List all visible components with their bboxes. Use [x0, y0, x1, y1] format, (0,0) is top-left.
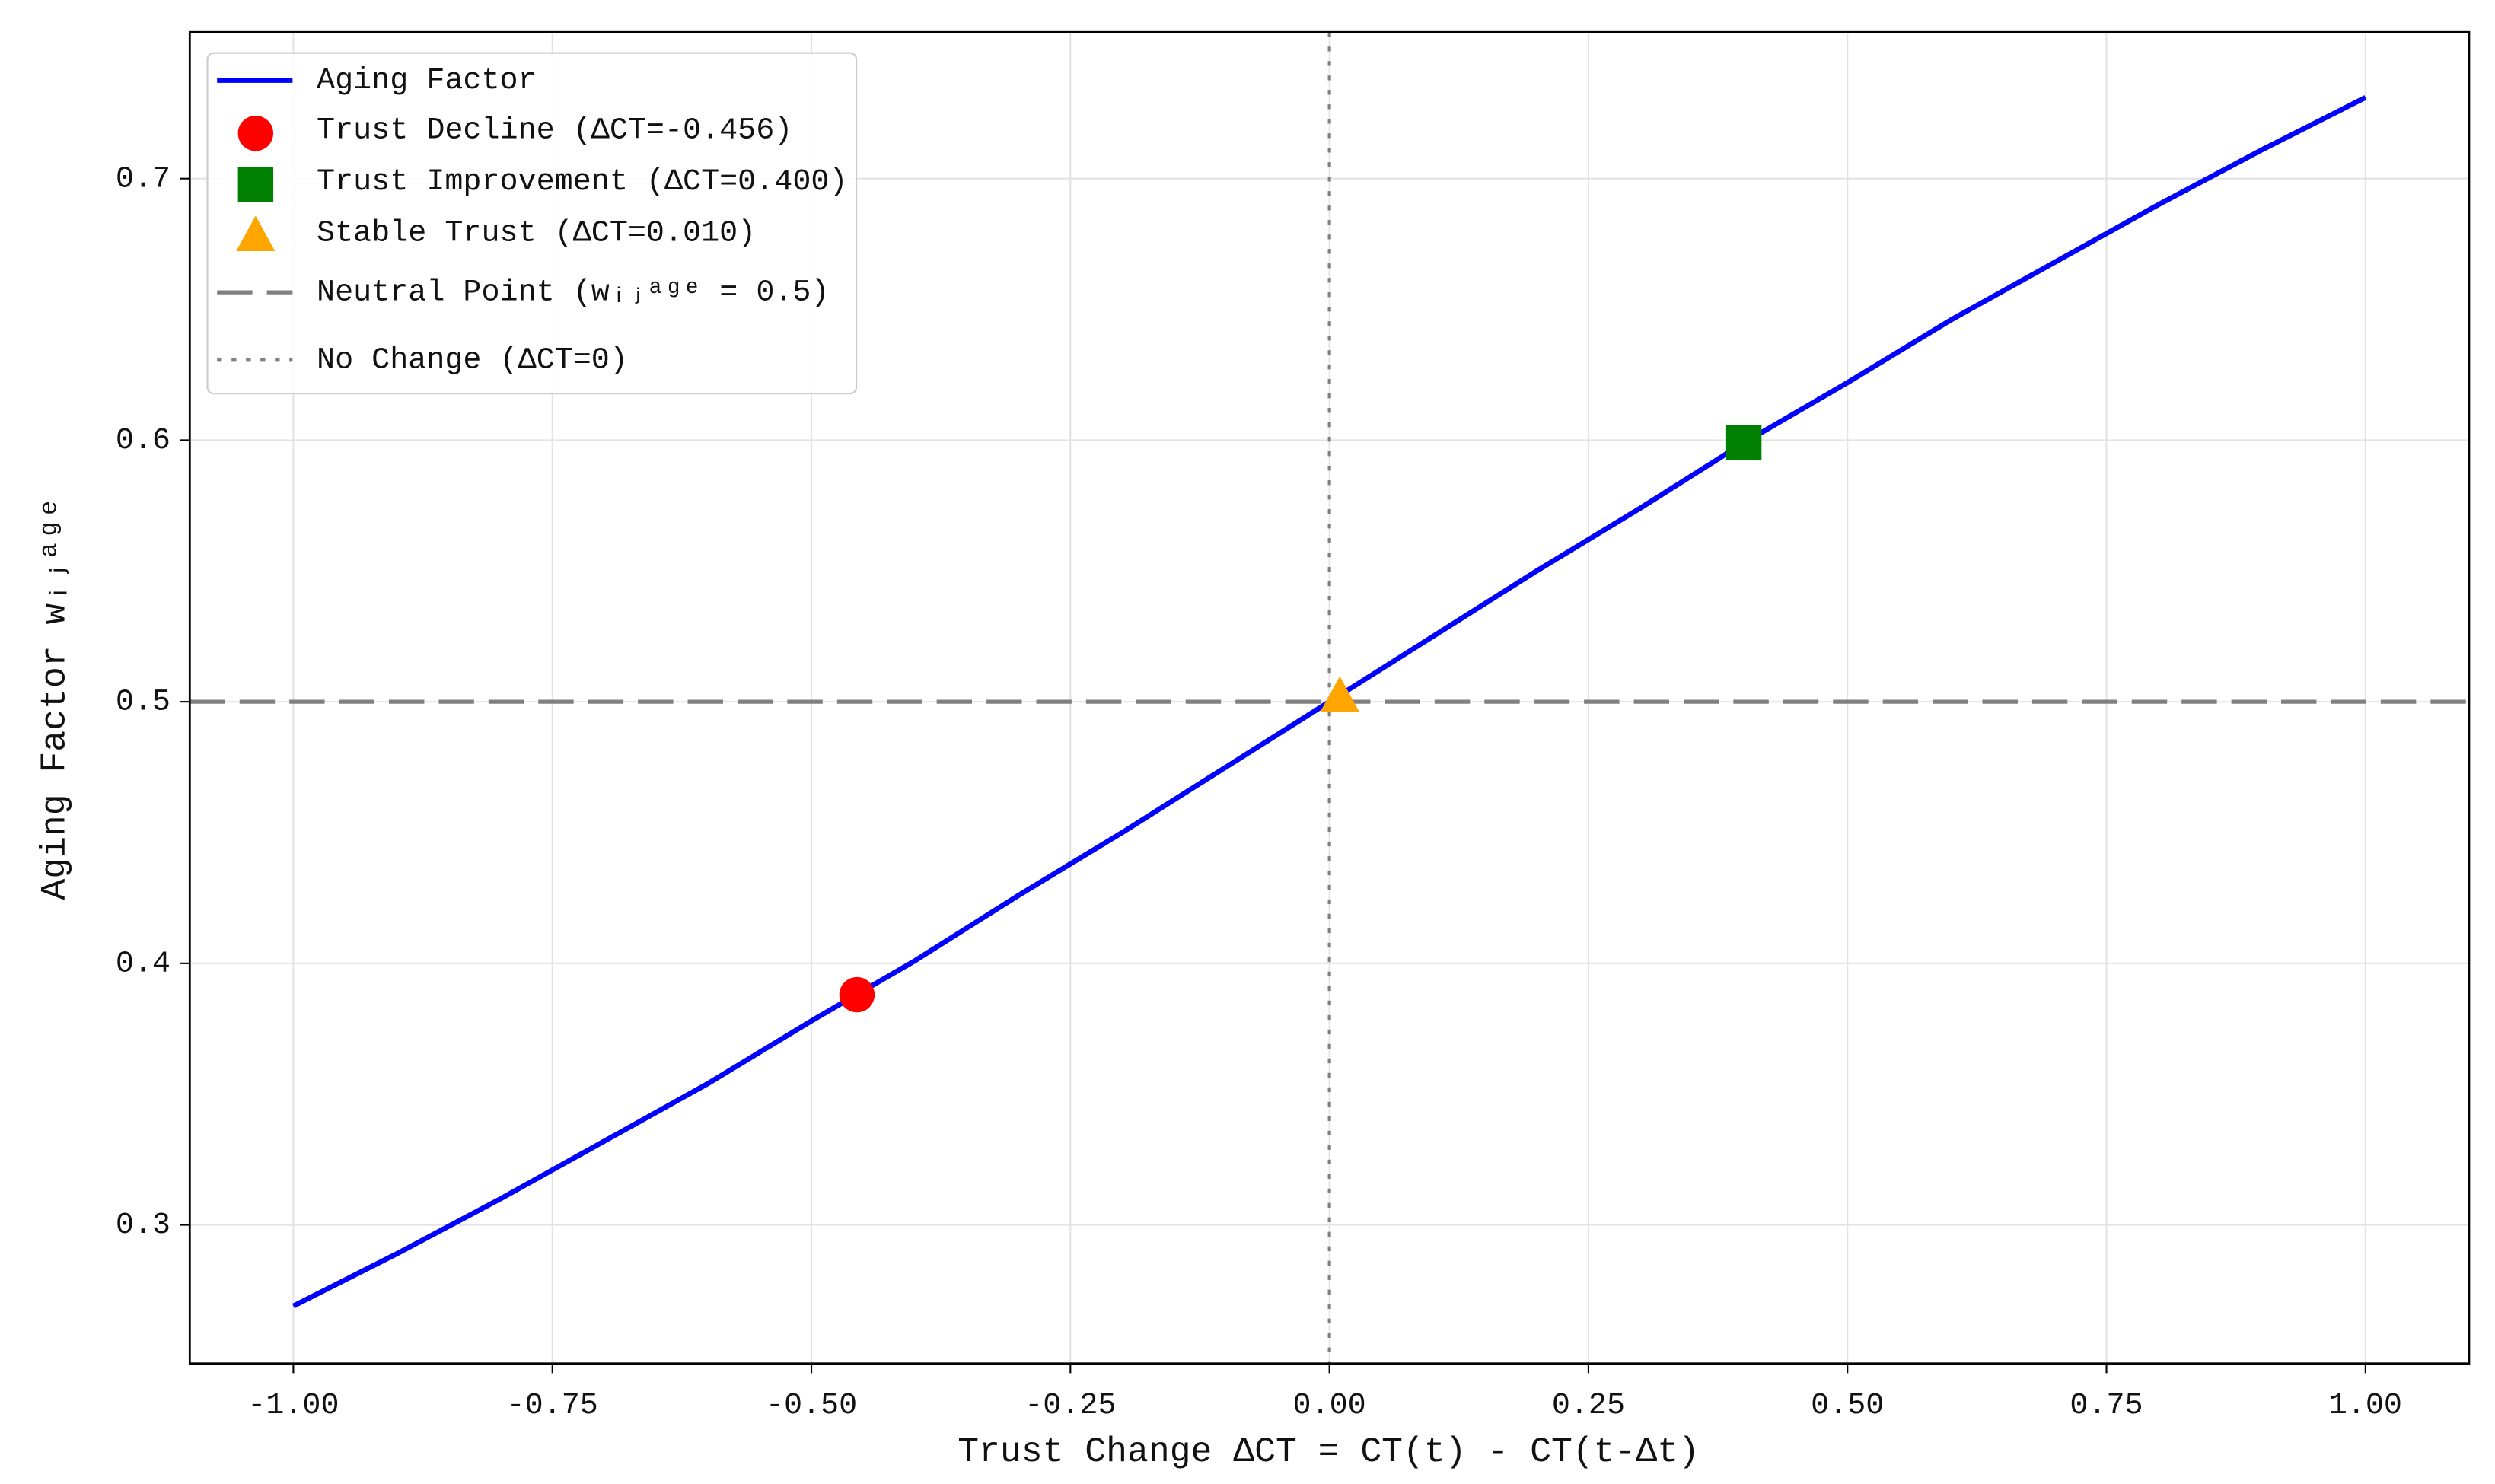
legend-box	[206, 52, 858, 395]
x-tick-label: 0.25	[1552, 1389, 1625, 1423]
x-tick-label: 1.00	[2329, 1389, 2402, 1423]
x-tick-label: -1.00	[247, 1389, 339, 1423]
x-tick-label: 0.50	[1811, 1389, 1884, 1423]
legend-label: Trust Decline (ΔCT=-0.456)	[317, 114, 792, 148]
y-tick-label: 0.6	[116, 424, 170, 458]
data-point	[1725, 425, 1762, 461]
legend-swatch	[236, 215, 276, 251]
x-tick-label: 0.75	[2070, 1389, 2143, 1423]
y-tick-label: 0.3	[116, 1209, 170, 1243]
x-axis-label: Trust Change ΔCT = CT(t) - CT(t-Δt)	[958, 1431, 1700, 1472]
legend-label: Aging Factor	[317, 64, 537, 98]
legend-label: No Change (ΔCT=0)	[317, 343, 628, 377]
x-tick-label: -0.75	[507, 1389, 598, 1423]
y-tick-label: 0.7	[116, 162, 170, 196]
legend-label: Trust Improvement (ΔCT=0.400)	[317, 165, 847, 199]
data-point	[1320, 676, 1359, 712]
legend-label: Stable Trust (ΔCT=0.010)	[317, 217, 756, 251]
y-tick-label: 0.5	[116, 686, 170, 720]
legend-swatch	[237, 115, 274, 151]
x-tick-label: 0.00	[1293, 1389, 1366, 1423]
legend: Aging Factor Trust Decline (ΔCT=-0.456) Tr…	[206, 52, 858, 395]
legend-label: Neutral Point (wᵢⱼᵃᵍᵉ = 0.5)	[317, 276, 830, 310]
legend-swatch	[237, 167, 274, 202]
y-axis-label: Aging Factor wᵢⱼᵃᵍᵉ	[34, 497, 75, 900]
plot-frame	[188, 30, 2471, 1365]
data-point	[839, 976, 875, 1013]
x-tick-label: -0.25	[1024, 1389, 1116, 1423]
x-tick-label: -0.50	[766, 1389, 857, 1423]
y-tick-label: 0.4	[116, 947, 170, 981]
